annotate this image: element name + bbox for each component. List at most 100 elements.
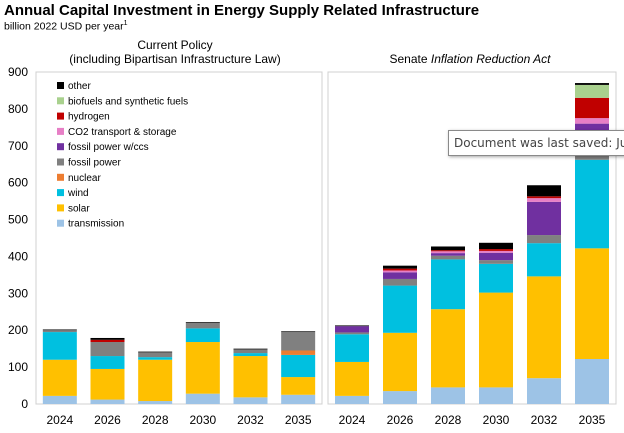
bar-segment-transmission: [233, 397, 268, 404]
panel-2-frame: [327, 71, 617, 405]
bar-segment-co2-transport-storage: [575, 118, 609, 124]
bar-segment-wind: [527, 243, 561, 277]
bar-segment-hydrogen: [431, 250, 465, 252]
legend-label-solar: solar: [68, 203, 90, 214]
bar-segment-wind: [233, 353, 268, 357]
bar-segment-fossil-power: [575, 153, 609, 160]
bar-segment-solar: [479, 292, 513, 388]
x-tick-label: 2026: [387, 413, 414, 427]
bar-segment-fossil-power: [233, 349, 268, 354]
bar-segment-wind: [335, 334, 369, 362]
save-status-tooltip: Document was last saved: Just now: [448, 130, 624, 156]
bar-segment-transmission: [527, 378, 561, 404]
legend-label-wind: wind: [67, 188, 89, 199]
y-tick-label: 300: [8, 286, 28, 300]
bar-segment-wind: [185, 328, 220, 343]
y-tick-label: 900: [8, 65, 28, 79]
legend-label-other: other: [68, 81, 91, 92]
y-axis: 0 100 200 300 400 500 600 700 800 900: [8, 65, 28, 411]
legend-swatch-transmission: [57, 219, 64, 227]
x-tick-label: 2030: [483, 413, 510, 427]
legend-swatch-solar: [57, 204, 64, 212]
bar-segment-transmission: [281, 394, 316, 404]
panel-1-title-line-1: Current Policy: [137, 38, 212, 52]
legend-label-fossil-power-w-ccs: fossil power w/ccs: [68, 142, 149, 153]
bar-segment-other: [185, 322, 220, 323]
legend-swatch-fossil-power: [57, 158, 64, 166]
y-tick-label: 200: [8, 323, 28, 337]
x-tick-label: 2035: [579, 413, 606, 427]
bar-segment-fossil-power-w-ccs: [479, 252, 513, 261]
bar-segment-other: [90, 337, 125, 340]
bar-segment-hydrogen: [383, 268, 417, 271]
bar-segment-fossil-power: [527, 235, 561, 244]
bar-segment-fossil-power: [383, 278, 417, 286]
bar-segment-co2-transport-storage: [527, 198, 561, 202]
bar-segment-hydrogen: [90, 339, 125, 343]
bar-segment-transmission: [138, 401, 173, 404]
y-tick-label: 600: [8, 176, 28, 190]
bar-segment-fossil-power: [479, 260, 513, 264]
bar-segment-other: [431, 246, 465, 251]
x-axis: 2024 2026 2028 2030 2032 2035 2024 2026 2028 2030…: [46, 413, 605, 427]
x-tick-label: 2026: [94, 413, 121, 427]
bar-segment-wind: [431, 259, 465, 310]
bar-segment-other: [233, 348, 268, 350]
panel-2-title-prefix: Senate: [390, 52, 431, 66]
bar-segment-wind: [90, 356, 125, 369]
x-tick-label: 2028: [142, 413, 169, 427]
bar-segment-solar: [281, 377, 316, 395]
bar-segment-wind: [479, 263, 513, 293]
bar-segment-other: [479, 242, 513, 250]
chart-subtitle: billion 2022 USD per year1: [4, 20, 128, 33]
x-tick-label: 2032: [531, 413, 558, 427]
bar-segment-hydrogen: [527, 196, 561, 199]
bar-segment-solar: [383, 332, 417, 392]
bar-segment-fossil-power: [42, 330, 77, 333]
y-tick-label: 800: [8, 102, 28, 116]
chart-title: Annual Capital Investment in Energy Supp…: [4, 2, 480, 19]
bar-segment-wind: [575, 159, 609, 249]
bar-segment-fossil-power: [281, 332, 316, 351]
bar-segment-transmission: [431, 387, 465, 404]
bar-segment-fossil-power-w-ccs: [383, 272, 417, 279]
bar-segment-fossil-power-w-ccs: [431, 253, 465, 256]
legend: other biofuels and synthetic fuels hydroge…: [57, 81, 188, 230]
legend-label-transmission: transmission: [68, 219, 124, 230]
legend-swatch-biofuels-and-synthetic-fuels: [57, 97, 64, 105]
legend-label-fossil-power: fossil power: [68, 158, 121, 169]
bar-segment-transmission: [383, 391, 417, 404]
bar-segment-co2-transport-storage: [479, 250, 513, 253]
bar-segment-co2-transport-storage: [431, 251, 465, 254]
y-tick-label: 0: [21, 397, 28, 411]
bar-segment-hydrogen: [575, 97, 609, 119]
legend-swatch-other: [57, 82, 64, 89]
legend-label-hydrogen: hydrogen: [68, 112, 110, 123]
bar-segment-solar: [138, 359, 173, 402]
y-tick-label: 400: [8, 249, 28, 263]
bar-segment-solar: [233, 356, 268, 398]
bar-segment-fossil-power: [431, 255, 465, 260]
bar-segment-transmission: [90, 399, 125, 404]
panel-frames: [35, 71, 617, 405]
bar-segment-transmission: [575, 358, 609, 404]
legend-swatch-nuclear: [57, 173, 64, 181]
y-tick-label: 100: [8, 360, 28, 374]
panel-1-title-line-2: (including Bipartisan Infrastructure Law…: [69, 52, 280, 66]
legend-swatch-hydrogen: [57, 112, 64, 120]
bar-segment-fossil-power-w-ccs: [335, 326, 369, 333]
bar-segment-transmission: [185, 393, 220, 404]
bar-segment-wind: [42, 332, 77, 360]
subtitle-text: billion 2022 USD per year: [4, 20, 124, 33]
x-tick-label: 2028: [435, 413, 462, 427]
bar-segment-fossil-power: [90, 342, 125, 357]
bar-segment-wind: [383, 285, 417, 333]
bar-segment-biofuels-and-synthetic-fuels: [575, 84, 609, 98]
bar-segment-other: [335, 325, 369, 327]
bar-segment-other: [575, 83, 609, 85]
bar-segment-solar: [90, 368, 125, 400]
x-tick-label: 2035: [285, 413, 312, 427]
legend-label-nuclear: nuclear: [68, 173, 101, 184]
bar-segment-solar: [335, 361, 369, 396]
bar-segment-other: [281, 331, 316, 333]
